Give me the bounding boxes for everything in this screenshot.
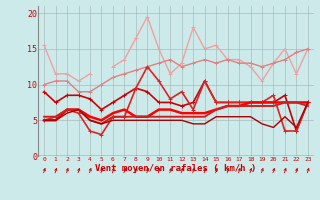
X-axis label: Vent moyen/en rafales ( km/h ): Vent moyen/en rafales ( km/h ) [95,164,257,173]
